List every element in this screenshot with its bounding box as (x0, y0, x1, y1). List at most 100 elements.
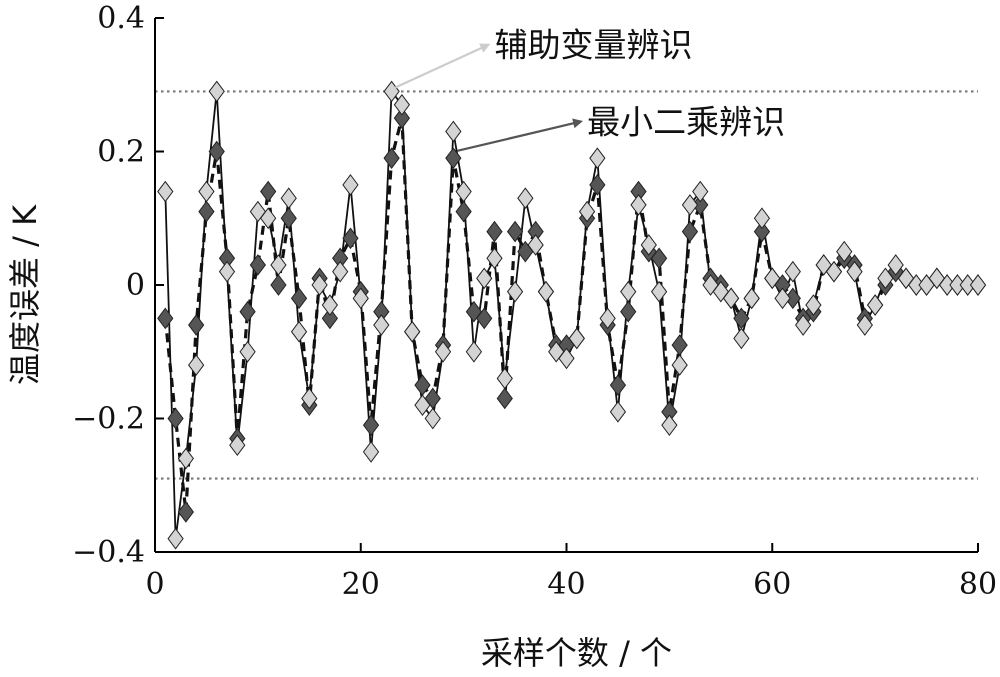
data-point (784, 260, 801, 283)
data-point (393, 107, 411, 129)
data-point (681, 220, 699, 243)
data-point (465, 300, 483, 323)
data-point (671, 334, 688, 356)
y-tick-label: −0.4 (72, 535, 145, 570)
data-point (249, 254, 266, 276)
data-point (887, 254, 904, 276)
data-point (229, 434, 246, 457)
data-point (846, 260, 863, 283)
data-point (599, 307, 616, 330)
data-point (969, 274, 987, 296)
data-point (517, 187, 534, 210)
data-point (506, 280, 524, 303)
series-lines (163, 90, 978, 540)
data-point (167, 527, 184, 550)
data-point (650, 247, 668, 270)
data-point (321, 307, 339, 330)
series-line-0 (164, 90, 978, 540)
data-point (764, 267, 781, 290)
data-point (486, 220, 503, 243)
data-point (486, 247, 503, 270)
data-point (455, 200, 472, 223)
data-point (455, 180, 472, 203)
data-point (260, 207, 277, 230)
data-point (342, 227, 359, 250)
data-point (280, 187, 297, 210)
data-point (188, 314, 205, 336)
annotation-arrow-1 (457, 118, 584, 152)
data-point (867, 294, 884, 316)
data-point (218, 260, 236, 283)
y-tick-label: 0.4 (97, 1, 145, 36)
data-point (373, 314, 390, 336)
data-point (825, 260, 843, 283)
data-point (877, 267, 894, 290)
series-markers-1 (157, 107, 987, 523)
data-point (558, 347, 575, 370)
data-point (239, 340, 256, 363)
y-tick-label: 0 (126, 268, 145, 303)
data-point (290, 320, 308, 343)
data-point (301, 387, 318, 410)
data-point (393, 93, 411, 116)
data-point (496, 367, 513, 390)
data-point (188, 354, 205, 376)
data-point (434, 340, 452, 363)
annotation-arrow-0 (395, 43, 491, 89)
data-point (856, 314, 873, 336)
data-point (589, 174, 606, 196)
data-point (774, 287, 791, 310)
data-point (280, 207, 297, 230)
data-point (177, 447, 194, 470)
annotation-label-0: 辅助变量辨识 (494, 26, 692, 65)
data-point (692, 180, 709, 203)
data-point (198, 180, 215, 203)
data-point (620, 300, 637, 323)
data-point (640, 234, 657, 256)
data-point (362, 441, 380, 463)
data-point (383, 147, 400, 170)
data-point (589, 147, 606, 170)
data-point (630, 194, 647, 216)
data-point (548, 340, 565, 363)
data-point (650, 280, 668, 303)
data-point (332, 260, 349, 283)
data-point (414, 374, 431, 396)
data-point (712, 280, 729, 303)
data-point (496, 387, 513, 410)
x-tick-label: 0 (145, 567, 164, 602)
data-point (609, 374, 627, 396)
x-tick-label: 40 (547, 567, 585, 602)
data-point (270, 274, 287, 296)
data-point (414, 394, 431, 416)
data-point (578, 200, 596, 223)
data-point (177, 501, 194, 523)
data-point (661, 414, 678, 437)
x-tick-label: 60 (753, 567, 791, 602)
data-point (609, 400, 627, 423)
y-tick-label: −0.2 (72, 402, 145, 437)
data-point (620, 280, 637, 303)
data-point (311, 274, 328, 296)
data-point (352, 287, 369, 310)
data-point (465, 340, 483, 363)
data-point (239, 300, 256, 323)
data-point (445, 120, 462, 143)
data-point (362, 414, 380, 437)
data-point (671, 354, 688, 376)
plot-area: −0.4 −0.2 0 0.2 0.4 0 20 40 60 80 采样个数 / 个 温度误差 / K… (6, 1, 997, 672)
data-point (445, 147, 462, 170)
annotation-label-1: 最小二乘辨识 (587, 102, 785, 141)
data-point (527, 234, 544, 256)
data-point (815, 254, 832, 276)
data-point (321, 294, 339, 316)
data-point (733, 327, 750, 350)
data-point (753, 220, 771, 243)
x-axis-label: 采样个数 / 个 (481, 634, 672, 672)
data-point (506, 220, 524, 243)
x-tick-label: 80 (959, 567, 997, 602)
data-point (157, 180, 174, 203)
data-point (270, 254, 287, 276)
data-point (260, 180, 277, 203)
